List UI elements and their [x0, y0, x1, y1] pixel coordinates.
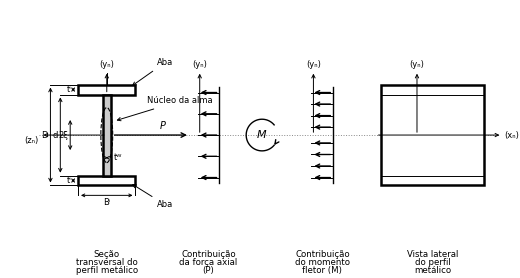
Text: tᵂ: tᵂ [114, 153, 122, 162]
Text: 2ξ: 2ξ [58, 131, 68, 140]
Text: tⁱ: tⁱ [67, 176, 71, 185]
Text: tⁱ: tⁱ [67, 85, 71, 94]
Bar [381, 85, 485, 185]
Text: Aba: Aba [133, 58, 174, 85]
Text: da força axial: da força axial [179, 258, 238, 267]
Text: d: d [53, 131, 58, 140]
Text: Bⁱ: Bⁱ [103, 198, 110, 207]
Text: Vista lateral: Vista lateral [407, 250, 458, 259]
Text: (zₙ): (zₙ) [24, 136, 38, 145]
Bar [103, 95, 111, 176]
Text: D: D [41, 131, 47, 140]
Text: Núcleo da alma: Núcleo da alma [118, 96, 213, 121]
Bar [78, 176, 135, 185]
Text: do perfil: do perfil [414, 258, 450, 267]
Text: do momento: do momento [295, 258, 350, 267]
Text: (yₙ): (yₙ) [306, 60, 321, 69]
Text: Aba: Aba [133, 185, 174, 209]
Text: metálico: metálico [414, 266, 451, 275]
Bar [78, 85, 135, 95]
Text: (yₙ): (yₙ) [410, 60, 424, 69]
Text: (yₙ): (yₙ) [99, 60, 114, 69]
Text: (yₙ): (yₙ) [192, 60, 207, 69]
Text: Seção: Seção [94, 250, 120, 259]
Text: M: M [257, 130, 267, 140]
Text: perfil metálico: perfil metálico [76, 266, 138, 275]
Text: Contribuição: Contribuição [295, 250, 349, 259]
Text: (xₙ): (xₙ) [504, 131, 519, 140]
Text: transversal do: transversal do [76, 258, 138, 267]
Text: Contribuição: Contribuição [181, 250, 236, 259]
Text: fletor (M): fletor (M) [302, 266, 342, 275]
Text: P: P [160, 121, 166, 131]
Text: (P): (P) [203, 266, 214, 275]
